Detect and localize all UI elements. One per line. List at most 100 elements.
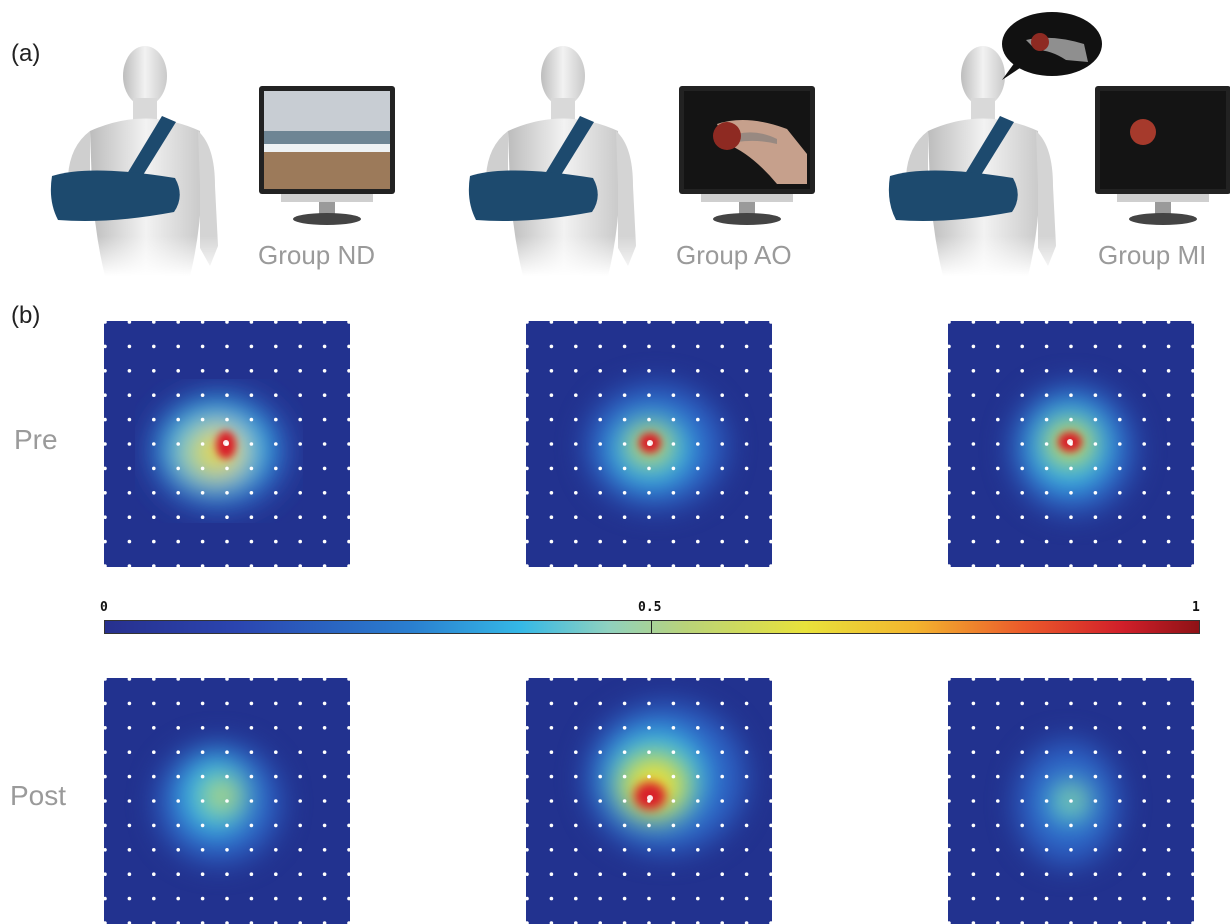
- grid-point: [598, 442, 602, 446]
- grid-point: [549, 896, 554, 901]
- grid-point: [1118, 466, 1122, 471]
- grid-point: [622, 726, 627, 730]
- grid-point: [1044, 701, 1049, 706]
- grid-point: [1191, 442, 1194, 446]
- grid-point: [1044, 564, 1049, 567]
- grid-point: [298, 872, 302, 876]
- grid-point: [152, 678, 156, 681]
- grid-point: [1020, 896, 1024, 901]
- grid-point: [696, 701, 700, 706]
- grid-point: [249, 442, 254, 446]
- grid-point: [1191, 466, 1194, 471]
- grid-point: [1166, 515, 1171, 519]
- grid-point: [1044, 344, 1049, 349]
- grid-point: [176, 726, 180, 730]
- grid-point: [549, 701, 554, 706]
- grid-point: [274, 896, 278, 901]
- grid-point: [1069, 896, 1073, 901]
- grid-point: [104, 750, 107, 754]
- grid-point: [298, 344, 302, 349]
- monitor-icon-ao: [676, 84, 818, 229]
- grid-point: [225, 466, 229, 471]
- grid-point: [971, 344, 976, 349]
- grid-point: [647, 726, 651, 730]
- grid-point: [769, 442, 772, 446]
- grid-point: [298, 466, 302, 471]
- grid-point: [769, 872, 772, 876]
- grid-point: [1044, 417, 1049, 422]
- grid-point: [1166, 369, 1171, 373]
- grid-point: [347, 896, 350, 901]
- grid-point: [549, 515, 554, 519]
- grid-point: [1093, 417, 1098, 422]
- grid-point: [176, 321, 180, 324]
- grid-point: [549, 442, 554, 446]
- grid-point: [574, 344, 578, 349]
- grid-point: [1166, 417, 1171, 422]
- grid-point: [996, 539, 1000, 544]
- grid-point: [152, 393, 156, 397]
- grid-point: [1069, 442, 1073, 446]
- grid-point: [322, 896, 327, 901]
- grid-point: [526, 539, 529, 544]
- grid-point: [1118, 515, 1122, 519]
- grid-point: [152, 564, 156, 567]
- grid-point: [104, 515, 107, 519]
- grid-point: [1142, 539, 1146, 544]
- grid-point: [274, 417, 278, 422]
- grid-point: [1118, 872, 1122, 876]
- grid-point: [744, 896, 749, 901]
- grid-point: [598, 369, 602, 373]
- grid-point: [347, 848, 350, 852]
- grid-point: [1044, 872, 1049, 876]
- grid-point: [971, 701, 976, 706]
- grid-point: [127, 491, 132, 495]
- grid-point: [574, 369, 578, 373]
- grid-point: [1166, 701, 1171, 706]
- grid-point: [647, 344, 651, 349]
- grid-point: [948, 321, 951, 324]
- grid-point: [176, 774, 180, 779]
- grid-point: [720, 872, 724, 876]
- grid-point: [1118, 539, 1122, 544]
- grid-point: [1142, 515, 1146, 519]
- grid-point: [948, 466, 951, 471]
- grid-point: [948, 442, 951, 446]
- grid-point: [1093, 799, 1098, 803]
- grid-point: [127, 442, 132, 446]
- grid-point: [1118, 774, 1122, 779]
- grid-point: [104, 442, 107, 446]
- grid-point: [298, 539, 302, 544]
- grid-point: [274, 466, 278, 471]
- grid-point: [127, 564, 132, 567]
- grid-point: [152, 491, 156, 495]
- grid-point: [971, 466, 976, 471]
- grid-point: [1166, 799, 1171, 803]
- grid-point: [1118, 750, 1122, 754]
- grid-point: [1020, 564, 1024, 567]
- grid-point: [720, 564, 724, 567]
- grid-point: [1069, 515, 1073, 519]
- grid-point: [598, 896, 602, 901]
- grid-point: [127, 848, 132, 852]
- grid-point: [225, 515, 229, 519]
- grid-point: [1093, 848, 1098, 852]
- grid-point: [225, 872, 229, 876]
- grid-point: [647, 896, 651, 901]
- grid-point: [574, 564, 578, 567]
- grid-point: [1020, 466, 1024, 471]
- grid-point: [549, 417, 554, 422]
- group-label-ao: Group AO: [676, 240, 792, 270]
- grid-point: [647, 872, 651, 876]
- arm-sling-figure-ao: [468, 36, 648, 276]
- grid-point: [1142, 491, 1146, 495]
- grid-point: [1118, 848, 1122, 852]
- grid-point: [152, 799, 156, 803]
- grid-point: [744, 442, 749, 446]
- grid-point: [574, 750, 578, 754]
- heatmap-svg: [526, 321, 772, 567]
- grid-point: [598, 774, 602, 779]
- grid-point: [1118, 344, 1122, 349]
- grid-point: [127, 417, 132, 422]
- grid-point: [574, 848, 578, 852]
